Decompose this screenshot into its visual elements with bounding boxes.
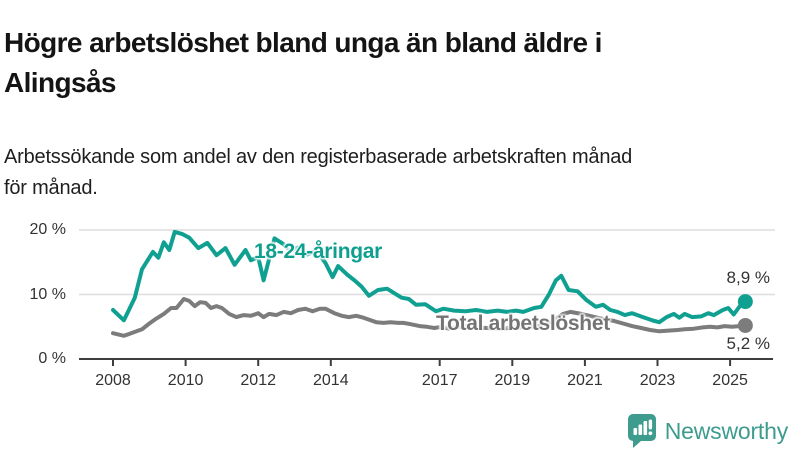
x-tick-label: 2010 [167, 372, 204, 389]
series-end-dot-total [737, 317, 753, 333]
newsworthy-icon [627, 414, 656, 448]
x-tick-label: 2021 [567, 372, 603, 389]
series-line-total [111, 297, 748, 338]
x-tick-label: 2008 [95, 372, 131, 389]
x-tick-label: 2014 [313, 372, 349, 389]
series-label-youth: 18-24-åringar [254, 240, 382, 263]
x-tick-label: 2019 [494, 372, 531, 389]
page-title: Högre arbetslöshet bland unga än bland ä… [4, 23, 796, 103]
brand-logo: Newsworthy [627, 413, 788, 449]
page-title-line: Alingsås [4, 66, 117, 98]
series-label-total: Total arbetslöshet [436, 312, 610, 335]
series-end-dot-youth [737, 294, 753, 310]
end-value-youth: 8,9 % [726, 268, 770, 287]
x-tick-label: 2017 [421, 372, 458, 389]
y-tick-label: 0 % [38, 350, 66, 367]
page-title-line: Högre arbetslöshet bland unga än bland ä… [4, 26, 602, 58]
chart-subtitle-line: för månad. [4, 177, 98, 199]
x-tick-label: 2023 [639, 372, 676, 389]
end-value-total: 5,2 % [726, 334, 770, 353]
x-tick-label: 2012 [240, 372, 276, 389]
brand-name: Newsworthy [664, 417, 788, 444]
y-tick-label: 20 % [29, 221, 66, 238]
series-line-youth [111, 229, 748, 325]
x-tick-label: 2025 [712, 372, 748, 389]
chart-subtitle: Arbetssökande som andel av den registerb… [4, 142, 796, 204]
chart-subtitle-line: Arbetssökande som andel av den registerb… [4, 146, 633, 168]
y-tick-label: 10 % [29, 285, 66, 303]
